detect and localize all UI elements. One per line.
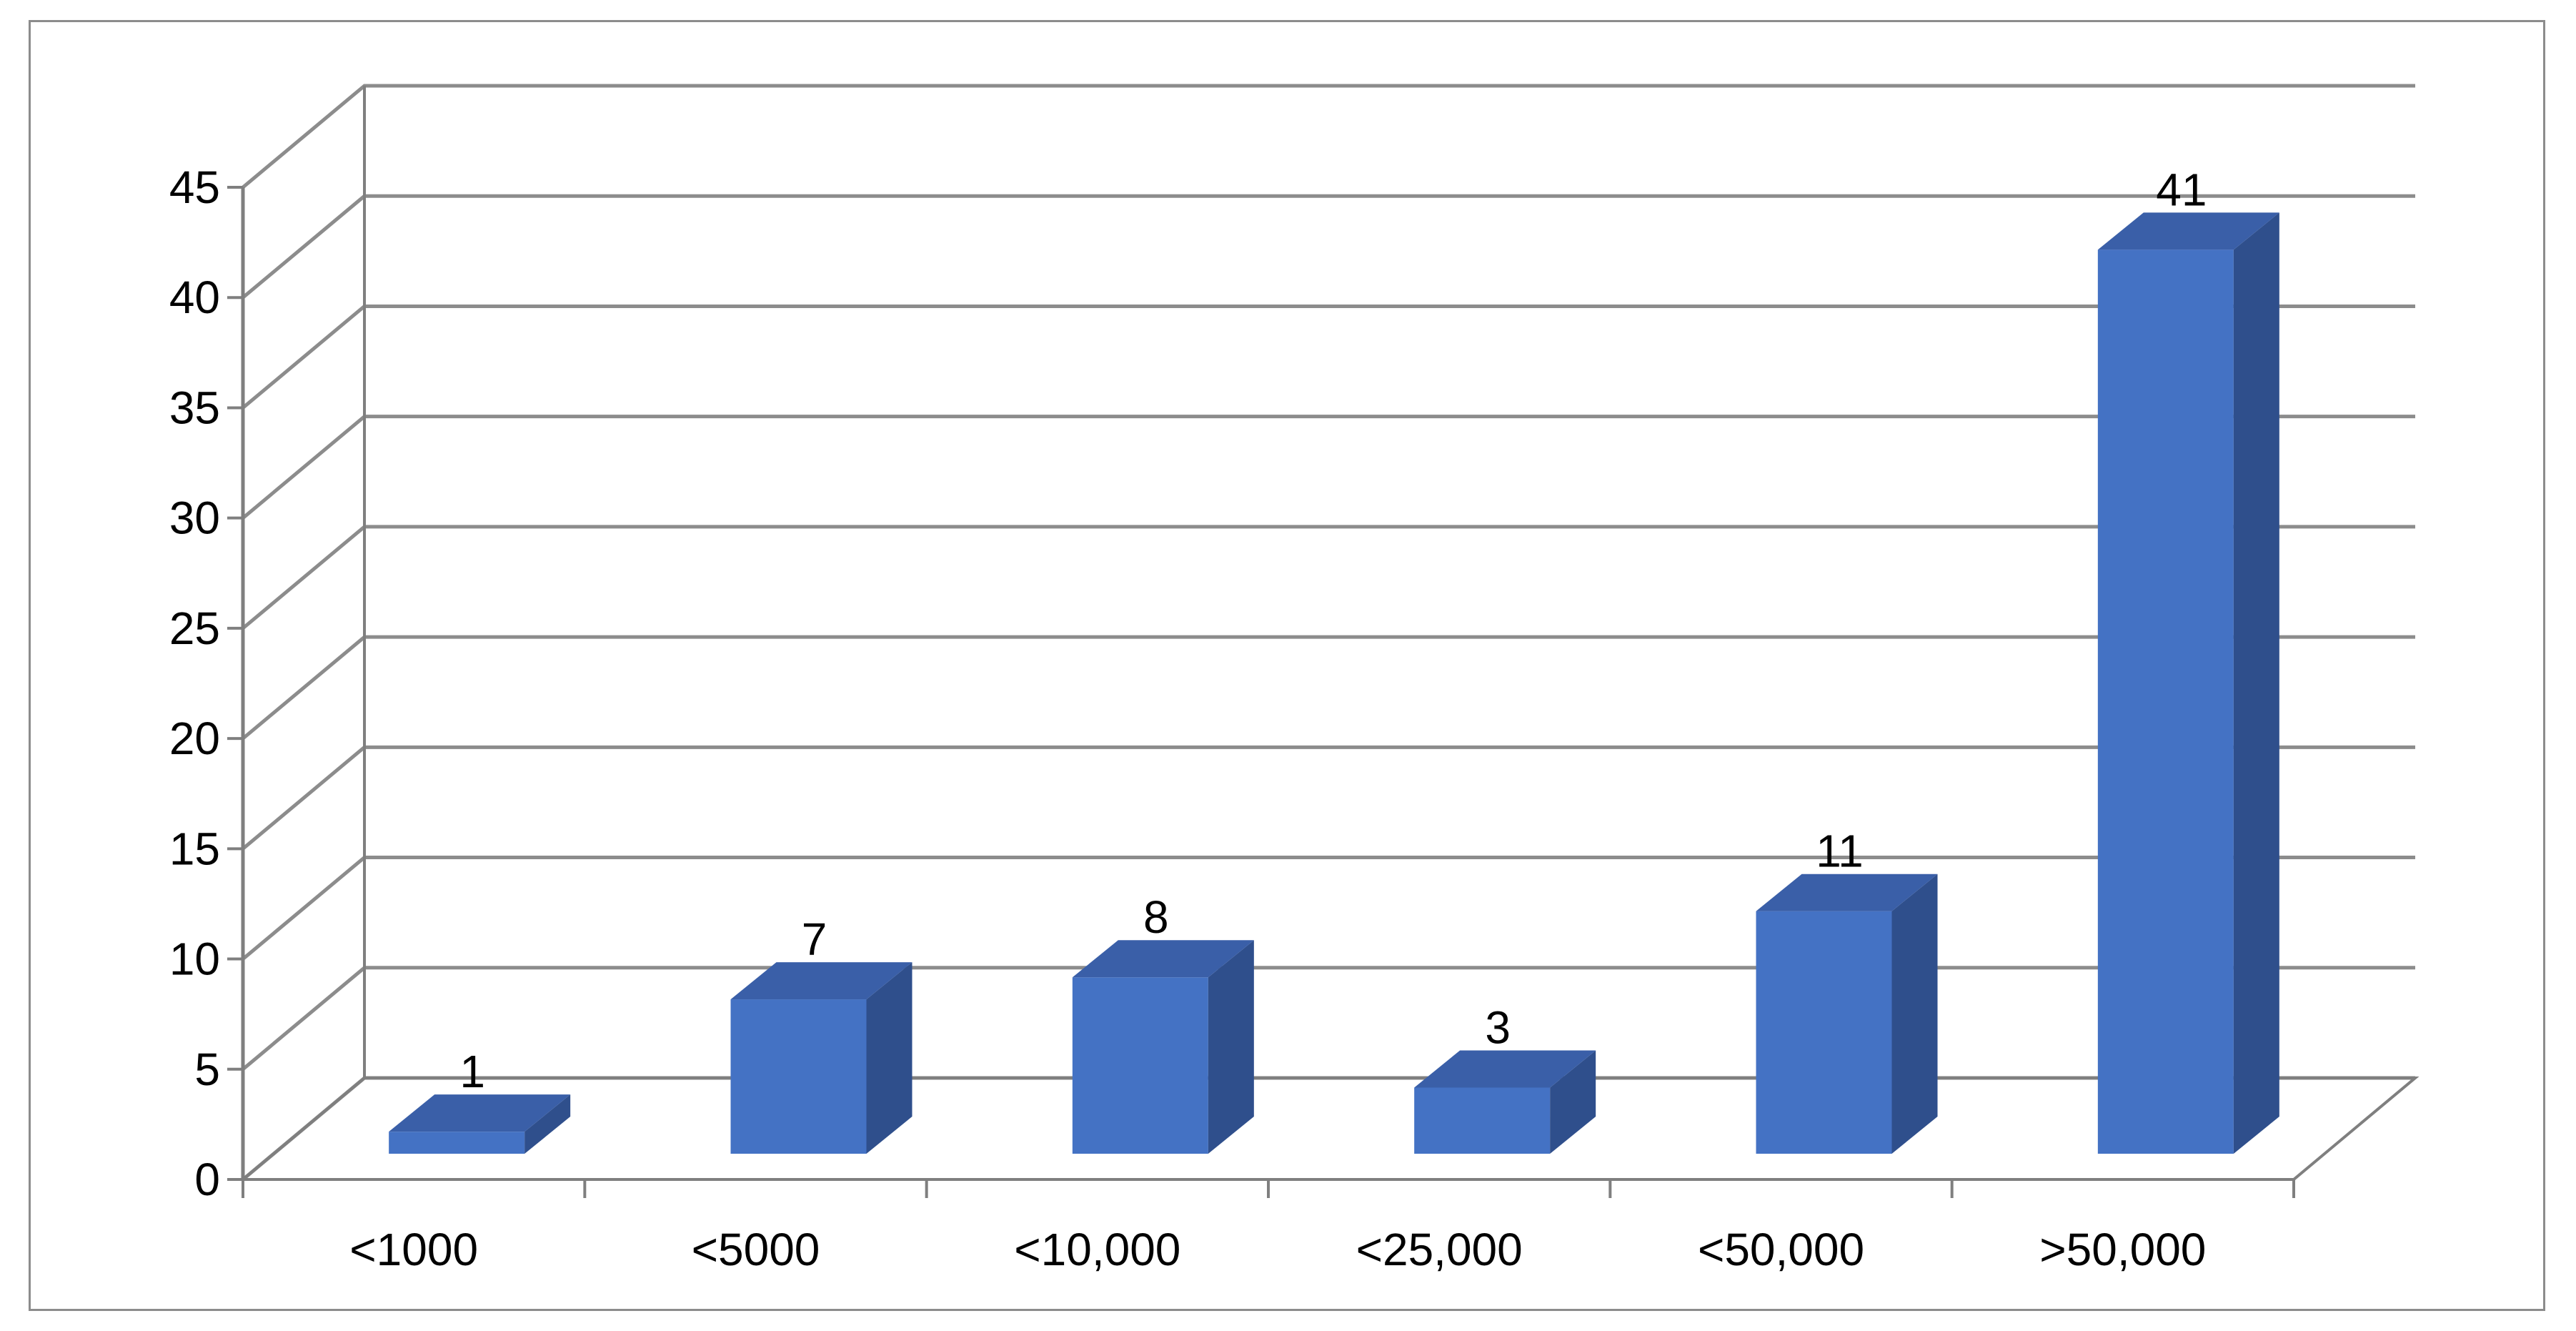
axes — [239, 86, 2420, 1198]
data-label: 41 — [2156, 164, 2207, 215]
bar-side — [1208, 940, 1254, 1154]
data-labels: 1 7 8 3 11 41 — [459, 164, 2207, 1097]
y-tick-label: 15 — [169, 823, 220, 874]
y-tick-label: 40 — [169, 272, 220, 323]
bar-front — [1756, 911, 1892, 1154]
bars — [389, 212, 2279, 1154]
bar-top — [2097, 212, 2279, 250]
bar-front — [389, 1132, 525, 1154]
y-tick-label: 30 — [169, 493, 220, 544]
y-tick-label: 10 — [169, 934, 220, 985]
y-tick-label: 20 — [169, 713, 220, 764]
bar-front — [730, 999, 867, 1154]
gridlines — [242, 84, 2415, 1181]
y-axis-ticks: 0 5 10 15 20 25 30 35 40 45 — [169, 162, 243, 1205]
gridline — [242, 415, 2415, 520]
bar-4 — [1756, 874, 1938, 1154]
data-label: 8 — [1143, 891, 1169, 943]
bar-0 — [389, 1094, 571, 1154]
gridline — [242, 1076, 2415, 1181]
bar-side — [524, 1094, 571, 1154]
bar-top — [389, 1094, 571, 1132]
bar-side — [1891, 874, 1938, 1154]
bar-5 — [2097, 212, 2279, 1154]
bar-front — [1072, 977, 1208, 1154]
bar-top — [1414, 1050, 1596, 1088]
bar-3 — [1414, 1050, 1596, 1154]
x-category-label: <5000 — [692, 1224, 820, 1275]
x-axis-categories: <1000 <5000 <10,000 <25,000 <50,000 >50,000 — [349, 1224, 2206, 1275]
bar-front — [1414, 1087, 1551, 1154]
bar-side — [1550, 1050, 1596, 1154]
x-category-label: <50,000 — [1698, 1224, 1864, 1275]
bar-top — [1756, 874, 1938, 911]
gridline — [242, 966, 2415, 1071]
gridline — [242, 635, 2415, 741]
data-label: 7 — [802, 914, 827, 965]
data-label: 11 — [1816, 826, 1863, 877]
bar-side — [2233, 212, 2279, 1154]
data-label: 3 — [1485, 1001, 1511, 1053]
y-tick-label: 35 — [169, 382, 220, 433]
bar-top — [730, 962, 912, 1000]
y-tick-label: 5 — [194, 1044, 220, 1095]
gridline — [242, 856, 2415, 961]
y-tick-label: 0 — [194, 1154, 220, 1205]
gridline — [242, 525, 2415, 630]
x-category-label: <10,000 — [1014, 1224, 1180, 1275]
bar-front — [2097, 249, 2234, 1154]
gridline — [242, 745, 2415, 851]
data-label: 1 — [459, 1046, 485, 1097]
gridline — [242, 194, 2415, 300]
bar-1 — [730, 962, 912, 1154]
gridline — [242, 84, 2415, 189]
y-tick-label: 45 — [169, 162, 220, 213]
x-category-label: <1000 — [349, 1224, 478, 1275]
gridline — [242, 304, 2415, 410]
floor — [239, 1077, 2420, 1181]
bar-top — [1072, 940, 1254, 978]
bar-side — [866, 962, 912, 1154]
y-tick-label: 25 — [169, 603, 220, 654]
x-category-label: >50,000 — [2039, 1224, 2206, 1275]
x-category-label: <25,000 — [1356, 1224, 1523, 1275]
bar-2 — [1072, 940, 1254, 1154]
